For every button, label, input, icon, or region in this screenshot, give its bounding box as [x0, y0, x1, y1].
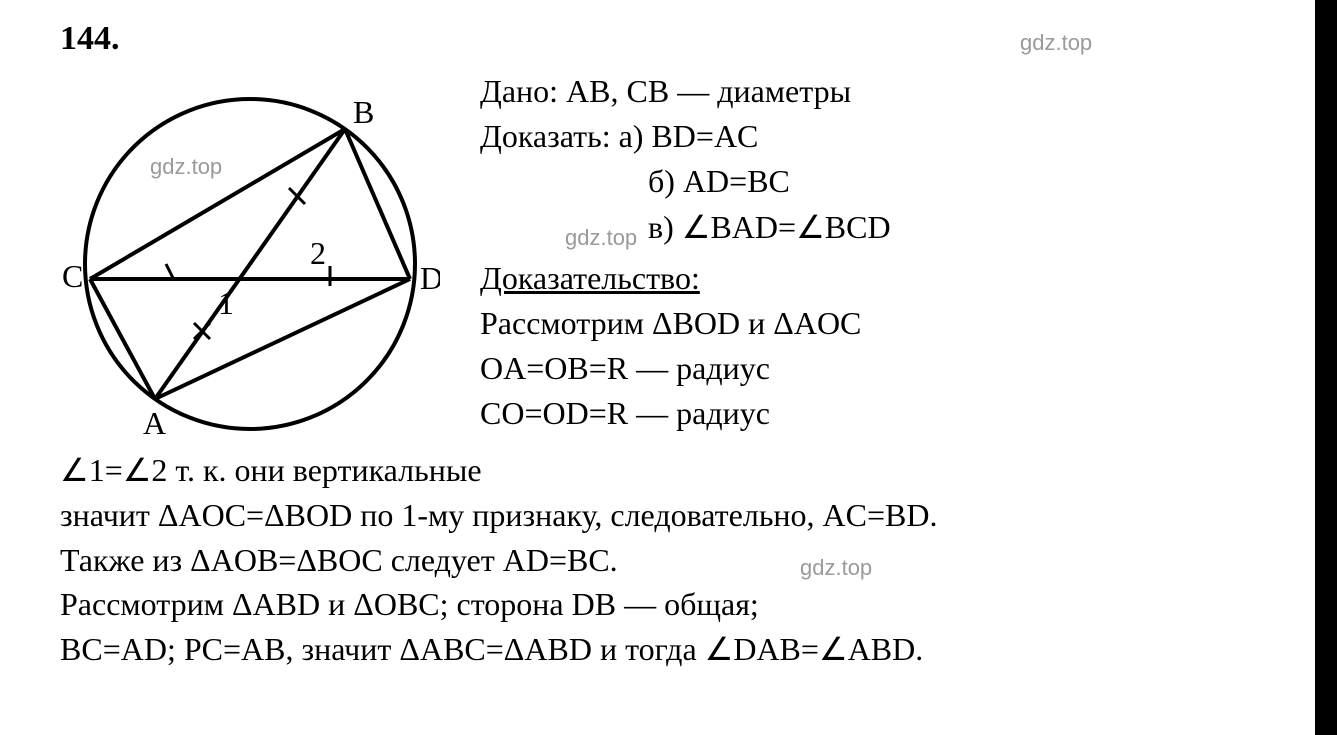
bottom-l4: Рассмотрим ΔABD и ΔOBC; сторона DB — общ… [60, 582, 1277, 627]
proof-l3: CO=OD=R — радиус [480, 392, 1277, 435]
proof-heading: Доказательство: [480, 257, 1277, 300]
geometry-svg: B C D A 1 2 [60, 64, 440, 444]
angle-2-label: 2 [310, 235, 326, 271]
proof-l2: OA=OB=R — радиус [480, 347, 1277, 390]
prove-c: в) ∠BAD=∠BCD [480, 206, 1277, 249]
bottom-l5: BC=AD; PC=AB, значит ΔABC=ΔABD и тогда ∠… [60, 627, 1277, 672]
label-A: A [143, 405, 166, 441]
page: 144. gdz.top [0, 0, 1337, 735]
problem-number: 144. [60, 20, 1277, 58]
bottom-l3: Также из ΔAOB=ΔBOC следует AD=BC. [60, 538, 1277, 583]
angle-1-label: 1 [218, 285, 234, 321]
chord-group [90, 129, 410, 399]
seg-BD [345, 129, 410, 279]
seg-CA [90, 279, 155, 399]
circle-diagram: gdz.top [60, 64, 440, 444]
bottom-l1: ∠1=∠2 т. к. они вертикальные [60, 448, 1277, 493]
top-row: gdz.top [60, 64, 1277, 444]
bottom-l2: значит ΔAOC=ΔBOD по 1-му признаку, следо… [60, 493, 1277, 538]
prove-b: б) AD=BC [480, 160, 1277, 203]
given-column: Дано: AB, CB — диаметры Доказать: а) BD=… [480, 64, 1277, 438]
right-edge-bar [1315, 0, 1337, 735]
label-D: D [420, 260, 440, 296]
label-C: C [62, 258, 83, 294]
label-B: B [353, 94, 374, 130]
given-dano: Дано: AB, CB — диаметры [480, 70, 1277, 113]
bottom-text: ∠1=∠2 т. к. они вертикальные значит ΔAOC… [60, 448, 1277, 672]
prove-a: Доказать: а) BD=AC [480, 115, 1277, 158]
tick-OA [194, 323, 210, 339]
proof-l1: Рассмотрим ΔBOD и ΔAOC [480, 302, 1277, 345]
seg-AD [155, 279, 410, 399]
